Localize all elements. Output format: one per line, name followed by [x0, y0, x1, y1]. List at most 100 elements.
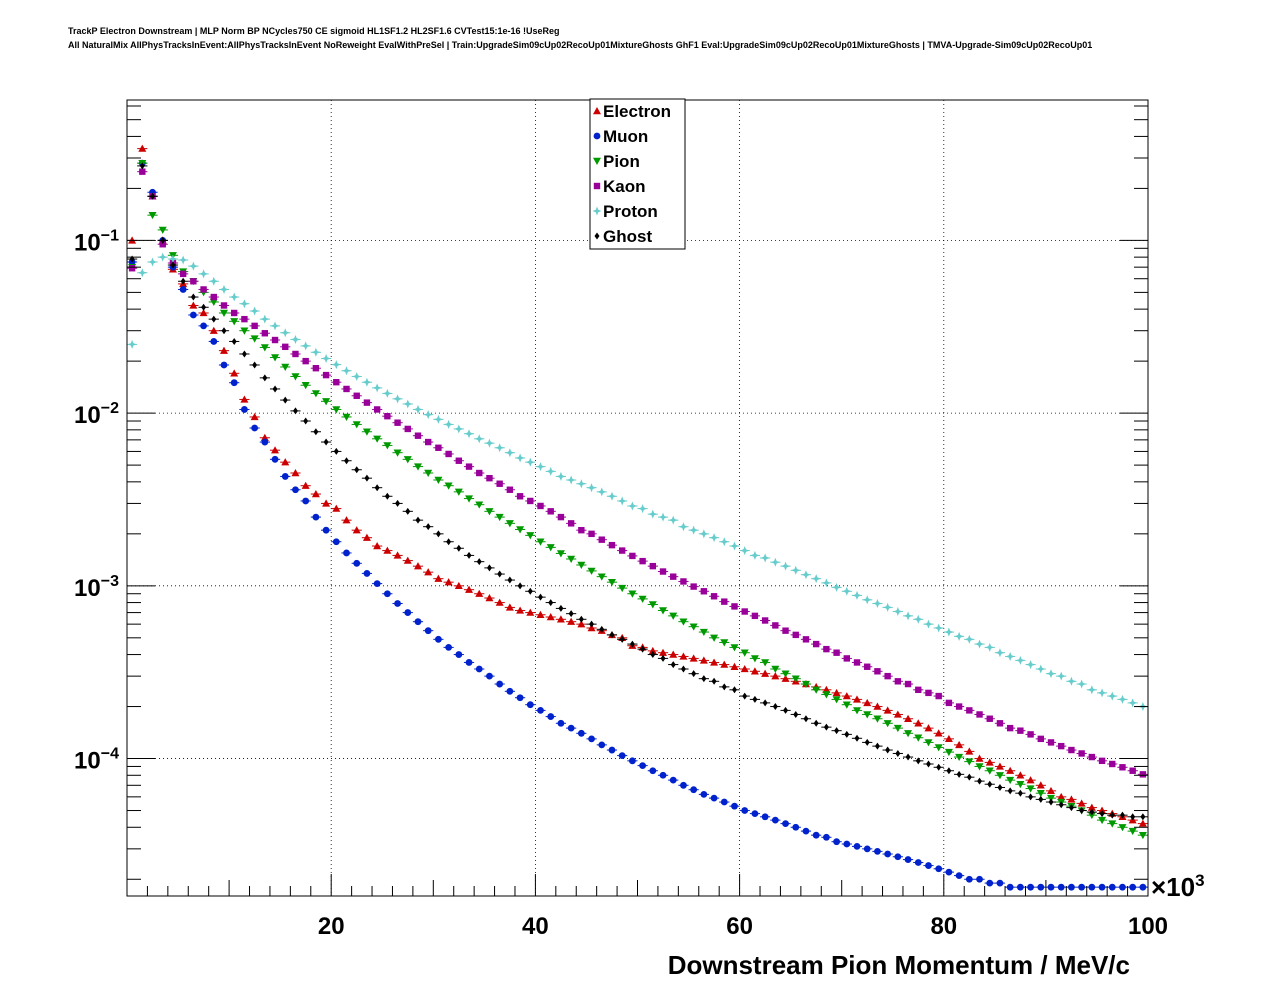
ghost-point — [1119, 811, 1125, 819]
muon-point — [200, 322, 207, 330]
ghost-point — [987, 780, 993, 788]
ghost-point — [803, 715, 809, 723]
electron-point — [219, 346, 228, 354]
ghost-point — [262, 374, 268, 382]
kaon-point — [608, 541, 616, 549]
proton-point — [913, 614, 923, 624]
ghost-point — [1089, 808, 1095, 816]
pion-point — [362, 428, 371, 436]
electron-point — [659, 648, 668, 656]
y-tick-label: 10−2 — [74, 400, 119, 429]
electron-point — [577, 620, 586, 628]
proton-point — [719, 537, 729, 547]
ghost-point — [619, 635, 625, 643]
muon-point — [486, 672, 493, 680]
muon-point — [241, 406, 248, 413]
ghost-point — [476, 558, 482, 566]
kaon-point — [588, 530, 595, 538]
electron-point — [526, 608, 535, 616]
kaon-point — [373, 406, 381, 413]
pion-point — [1006, 776, 1015, 785]
pion-point — [352, 421, 361, 429]
muon-point — [874, 847, 881, 855]
muon-point — [1129, 883, 1137, 891]
proton-point — [903, 611, 913, 621]
pion-point — [975, 763, 984, 771]
muon-point — [700, 790, 708, 798]
electron-point — [454, 581, 463, 590]
pion-point — [322, 398, 331, 406]
y-tick-base: 10 — [74, 748, 101, 775]
ghost-point — [160, 236, 166, 244]
ghost-point — [793, 710, 799, 718]
proton-point — [1107, 691, 1117, 701]
pion-point — [985, 767, 994, 775]
muon-point — [1098, 883, 1106, 891]
ghost-point — [966, 773, 972, 781]
proton-point — [127, 339, 137, 349]
kaon-point — [159, 241, 166, 248]
kaon-point — [445, 450, 452, 458]
proton-point — [474, 434, 484, 444]
pion-point — [444, 482, 453, 490]
electron-point — [924, 724, 933, 732]
muon-point — [884, 850, 892, 858]
pion-point — [863, 711, 872, 719]
pion-point — [219, 309, 228, 317]
pion-point — [883, 720, 892, 728]
kaon-point — [424, 438, 432, 446]
muon-point — [373, 580, 381, 588]
kaon-point — [486, 474, 493, 482]
pion-point — [607, 578, 616, 587]
kaon-point — [231, 309, 238, 317]
chart-title-line-1: TrackP Electron Downstream | MLP Norm BP… — [68, 26, 560, 36]
muon-point — [537, 706, 544, 714]
electron-point — [332, 504, 341, 512]
pion-point — [413, 463, 422, 471]
ghost-point — [731, 686, 737, 694]
proton-point — [199, 269, 209, 279]
electron-point — [444, 578, 453, 586]
electron-point — [322, 499, 331, 507]
proton-point — [811, 574, 821, 584]
proton-point — [587, 483, 597, 493]
pion-point — [393, 449, 402, 457]
muon-point — [965, 875, 973, 883]
proton-point — [1066, 676, 1076, 686]
electron-point — [720, 660, 729, 668]
ghost-point — [1007, 787, 1013, 795]
kaon-point — [935, 692, 942, 700]
pion-point — [924, 739, 933, 747]
y-tick-exponent: −2 — [101, 400, 119, 417]
pion-point — [1108, 820, 1117, 828]
electron-point — [342, 516, 351, 524]
muon-point — [914, 859, 922, 866]
pion-point — [761, 659, 770, 667]
kaon-point — [680, 578, 687, 585]
proton-point — [791, 565, 801, 575]
pion-point — [250, 335, 259, 343]
pion-point — [158, 226, 167, 234]
pion-point — [1087, 811, 1096, 820]
ghost-point — [415, 516, 421, 524]
ghost-point — [395, 499, 401, 507]
pion-point — [893, 724, 902, 733]
muon-point — [782, 820, 789, 828]
muon-point — [618, 752, 626, 759]
pion-point — [1016, 781, 1025, 789]
pion-point — [944, 748, 953, 757]
proton-point — [964, 634, 974, 644]
proton-point — [515, 453, 525, 463]
muon-point — [1078, 883, 1086, 891]
electron-point — [761, 669, 770, 677]
ghost-point — [486, 564, 492, 572]
ghost-point — [885, 746, 891, 754]
ghost-point — [874, 742, 880, 750]
muon-point — [863, 845, 871, 853]
electron-point — [822, 685, 831, 694]
ghost-point — [323, 438, 329, 446]
proton-point — [852, 590, 862, 600]
ghost-point — [864, 738, 870, 746]
pion-point — [842, 701, 851, 709]
proton-point — [168, 254, 178, 264]
